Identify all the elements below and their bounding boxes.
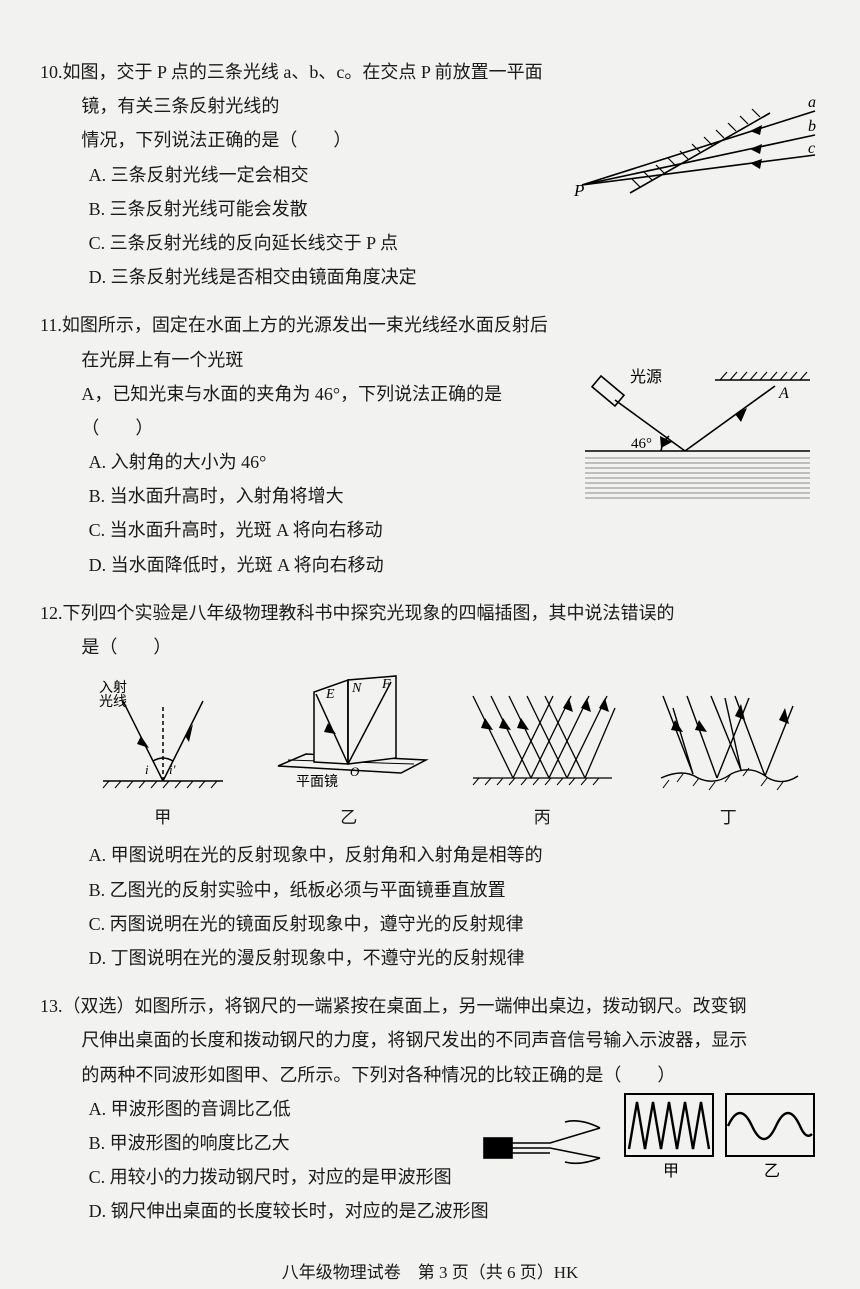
q11-opt-d[interactable]: D. 当水面降低时，光斑 A 将向右移动 (40, 548, 820, 582)
q13-opt-d[interactable]: D. 钢尺伸出桌面的长度较长时，对应的是乙波形图 (40, 1194, 820, 1228)
fig-label-jia: 甲 (154, 802, 171, 834)
label-F: F (381, 677, 391, 692)
q11-opt-c[interactable]: C. 当水面升高时，光斑 A 将向右移动 (40, 513, 820, 547)
q11-stem: 如图所示，固定在水面上方的光源发出一束光线经水面反射后在光屏上有一个光斑 (62, 315, 548, 369)
q12-stem: 下列四个实验是八年级物理教科书中探究光现象的四幅插图，其中说法错误的 (63, 603, 675, 623)
q12-opt-a[interactable]: A. 甲图说明在光的反射现象中，反射角和入射角是相等的 (40, 838, 820, 872)
label-N: N (351, 681, 362, 696)
q11-figure: 光源 A 46° (575, 366, 820, 511)
q12-fig-yi: E N F O 平面镜 乙 (266, 668, 431, 834)
label-source: 光源 (630, 368, 662, 386)
question-11: 光源 A 46° 11.如图所示，固定在水面上方的光源发出一束光线经水面反射后在… (40, 308, 820, 582)
q12-figures: i i' 入射 光线 甲 E N (40, 664, 820, 838)
label-jia13: 甲 (663, 1163, 679, 1180)
label-O: O (350, 764, 360, 779)
label-mirror: 平面镜 (296, 774, 338, 790)
label-A: A (778, 385, 789, 402)
question-12: 12.下列四个实验是八年级物理教科书中探究光现象的四幅插图，其中说法错误的 是（… (40, 596, 820, 975)
q10-opt-d[interactable]: D. 三条反射光线是否相交由镜面角度决定 (40, 260, 820, 294)
fig-label-yi: 乙 (340, 802, 357, 834)
q12-fig-jia: i i' 入射 光线 甲 (93, 676, 233, 834)
label-E: E (325, 687, 335, 702)
q10-figure: P a b c (570, 93, 820, 213)
q13-stem: （双选）如图所示，将钢尺的一端紧按在桌面上，另一端伸出桌边，拨动钢尺。改变钢 (63, 996, 747, 1016)
q12-stem2: 是（ ） (40, 630, 820, 664)
label-c: c (808, 140, 815, 157)
q11-num: 11. (40, 315, 62, 335)
label-P: P (573, 181, 584, 200)
q12-opt-c[interactable]: C. 丙图说明在光的镜面反射现象中，遵守光的反射规律 (40, 907, 820, 941)
q10-stem: 如图，交于 P 点的三条光线 a、b、c。在交点 P 前放置一平面镜，有关三条反… (63, 62, 543, 116)
q13-stem2: 尺伸出桌面的长度和拨动钢尺的力度，将钢尺发出的不同声音信号输入示波器，显示 (40, 1023, 820, 1057)
label-ip: i' (169, 762, 176, 777)
q13-figure: 甲 乙 (480, 1088, 820, 1180)
label-b: b (808, 118, 816, 135)
label-yi13: 乙 (764, 1163, 780, 1180)
label-i: i (145, 762, 149, 777)
label-angle: 46° (631, 436, 652, 452)
q12-opt-b[interactable]: B. 乙图光的反射实验中，纸板必须与平面镜垂直放置 (40, 873, 820, 907)
question-10: P a b c 10.如图，交于 P 点的三条光线 a、b、c。在交点 P 前放… (40, 55, 820, 294)
q12-opt-d[interactable]: D. 丁图说明在光的漫反射现象中，不遵守光的反射规律 (40, 941, 820, 975)
q12-fig-ding: 丁 (653, 678, 803, 834)
fig-label-bing: 丙 (534, 802, 551, 834)
page-footer: 八年级物理试卷 第 3 页（共 6 页）HK (40, 1257, 820, 1289)
q12-num: 12. (40, 603, 63, 623)
q13-stem3: 的两种不同波形如图甲、乙所示。下列对各种情况的比较正确的是（ ） (40, 1058, 820, 1092)
question-13: 13.（双选）如图所示，将钢尺的一端紧按在桌面上，另一端伸出桌边，拨动钢尺。改变… (40, 989, 820, 1228)
label-a: a (808, 94, 816, 111)
q13-num: 13. (40, 996, 63, 1016)
label-incident1: 入射 (99, 680, 127, 696)
q12-fig-bing: 丙 (465, 678, 620, 834)
q10-opt-c[interactable]: C. 三条反射光线的反向延长线交于 P 点 (40, 226, 820, 260)
q10-num: 10. (40, 62, 63, 82)
fig-label-ding: 丁 (720, 802, 737, 834)
label-incident2: 光线 (99, 694, 127, 710)
